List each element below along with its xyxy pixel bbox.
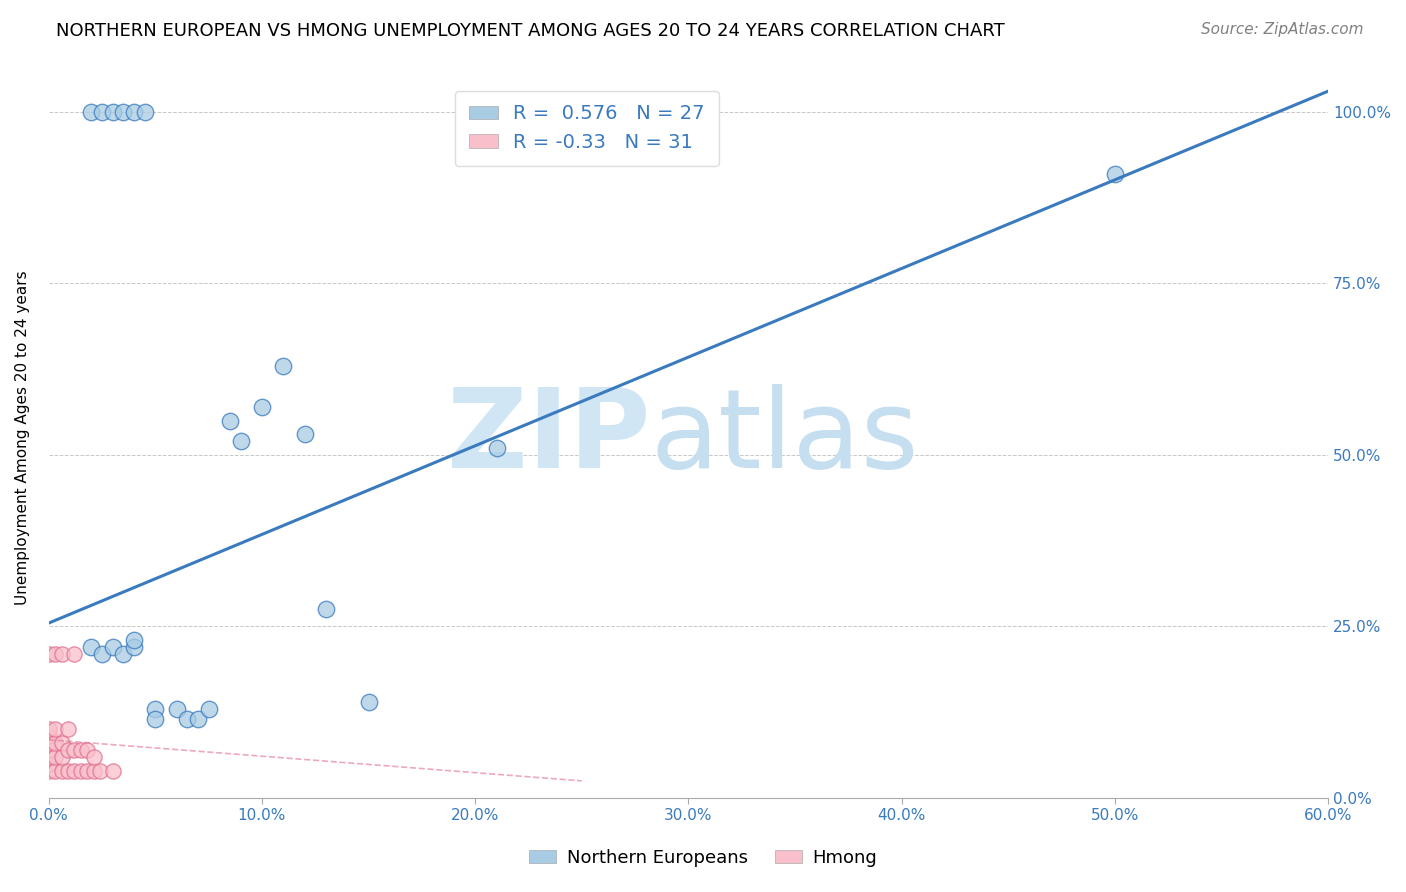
Text: ZIP: ZIP bbox=[447, 384, 650, 491]
Point bbox=[166, 702, 188, 716]
Point bbox=[51, 736, 73, 750]
Point bbox=[51, 764, 73, 778]
Point bbox=[56, 743, 79, 757]
Point bbox=[83, 750, 105, 764]
Point bbox=[63, 764, 86, 778]
Point bbox=[56, 723, 79, 737]
Point bbox=[38, 743, 60, 757]
Point bbox=[294, 427, 316, 442]
Point bbox=[134, 104, 156, 119]
Point bbox=[187, 712, 209, 726]
Point bbox=[101, 640, 124, 654]
Point bbox=[91, 104, 114, 119]
Point bbox=[38, 729, 60, 743]
Point bbox=[83, 764, 105, 778]
Point bbox=[63, 743, 86, 757]
Point bbox=[44, 723, 66, 737]
Point bbox=[69, 764, 91, 778]
Point bbox=[1104, 167, 1126, 181]
Point bbox=[51, 647, 73, 661]
Point bbox=[69, 743, 91, 757]
Point bbox=[38, 750, 60, 764]
Y-axis label: Unemployment Among Ages 20 to 24 years: Unemployment Among Ages 20 to 24 years bbox=[15, 270, 30, 605]
Point bbox=[315, 602, 337, 616]
Point bbox=[197, 702, 219, 716]
Point bbox=[145, 702, 167, 716]
Point bbox=[101, 104, 124, 119]
Text: Source: ZipAtlas.com: Source: ZipAtlas.com bbox=[1201, 22, 1364, 37]
Point bbox=[112, 104, 135, 119]
Point bbox=[229, 434, 252, 449]
Point bbox=[112, 647, 135, 661]
Point bbox=[250, 400, 273, 414]
Point bbox=[80, 104, 103, 119]
Point bbox=[271, 359, 294, 373]
Point bbox=[63, 647, 86, 661]
Point bbox=[122, 633, 145, 648]
Point bbox=[44, 750, 66, 764]
Point bbox=[44, 647, 66, 661]
Point bbox=[122, 104, 145, 119]
Point bbox=[89, 764, 111, 778]
Text: NORTHERN EUROPEAN VS HMONG UNEMPLOYMENT AMONG AGES 20 TO 24 YEARS CORRELATION CH: NORTHERN EUROPEAN VS HMONG UNEMPLOYMENT … bbox=[56, 22, 1005, 40]
Point bbox=[122, 640, 145, 654]
Point bbox=[485, 441, 508, 455]
Point bbox=[76, 743, 98, 757]
Legend: R =  0.576   N = 27, R = -0.33   N = 31: R = 0.576 N = 27, R = -0.33 N = 31 bbox=[456, 91, 718, 166]
Point bbox=[176, 712, 198, 726]
Point bbox=[44, 736, 66, 750]
Point bbox=[44, 764, 66, 778]
Text: atlas: atlas bbox=[650, 384, 918, 491]
Point bbox=[38, 723, 60, 737]
Point bbox=[38, 647, 60, 661]
Point bbox=[51, 750, 73, 764]
Point bbox=[38, 756, 60, 771]
Point bbox=[56, 764, 79, 778]
Point bbox=[38, 736, 60, 750]
Legend: Northern Europeans, Hmong: Northern Europeans, Hmong bbox=[522, 842, 884, 874]
Point bbox=[91, 647, 114, 661]
Point bbox=[357, 695, 380, 709]
Point bbox=[145, 712, 167, 726]
Point bbox=[219, 414, 242, 428]
Point bbox=[76, 764, 98, 778]
Point bbox=[101, 764, 124, 778]
Point bbox=[80, 640, 103, 654]
Point bbox=[38, 764, 60, 778]
